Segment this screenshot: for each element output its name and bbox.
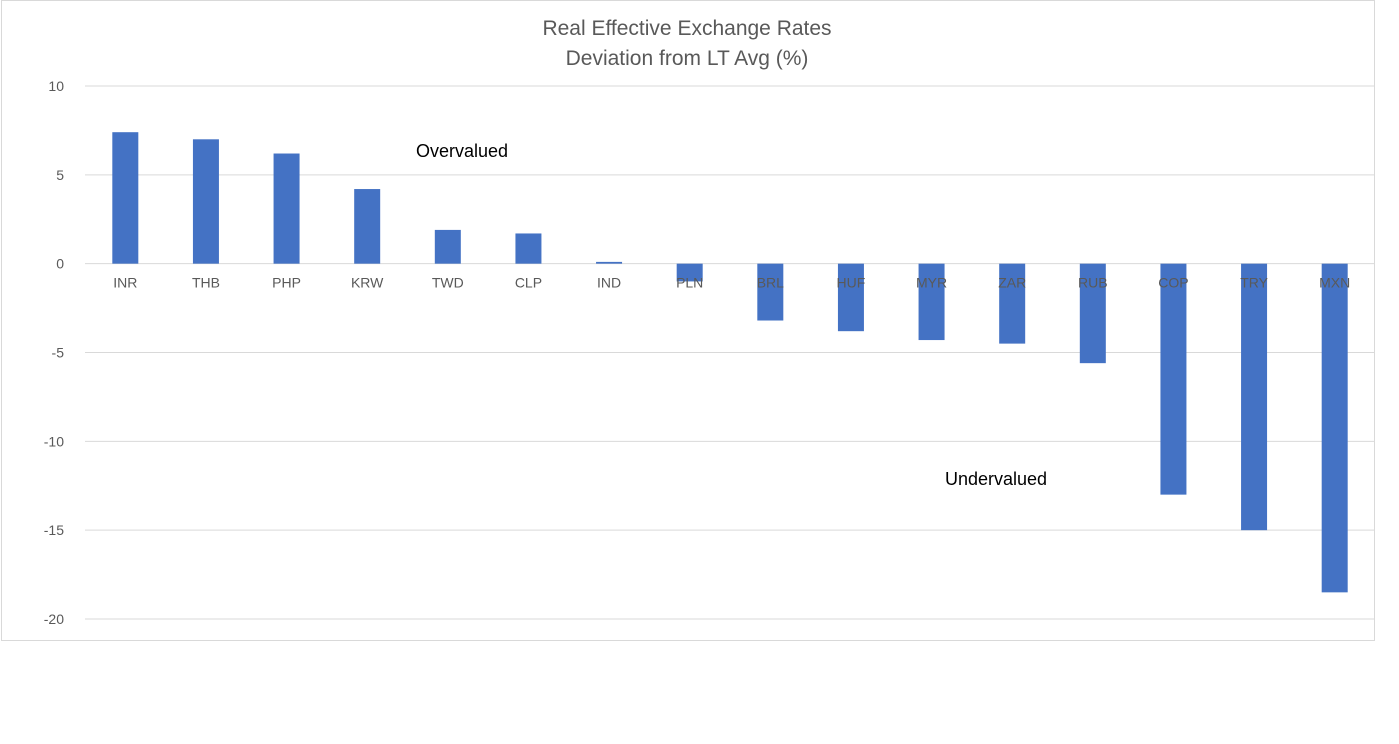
x-tick-label-twd: TWD	[432, 275, 464, 291]
x-tick-label-thb: THB	[192, 275, 220, 291]
x-tick-label-clp: CLP	[515, 275, 542, 291]
x-tick-label-ind: IND	[597, 275, 621, 291]
x-axis-ticks: INR THB PHP KRW TWD CLP IND PLN BRL HUF MYR ZAR RUB C…	[113, 275, 1350, 291]
y-tick-label: 0	[56, 256, 64, 272]
bar-huf	[837, 263, 864, 332]
bar-ind	[596, 261, 623, 264]
bar-thb	[192, 139, 219, 264]
y-tick-label: -10	[44, 433, 64, 449]
x-tick-label-php: PHP	[272, 275, 301, 291]
x-tick-label-mxn: MXN	[1319, 275, 1350, 291]
bar-inr	[112, 132, 139, 264]
bar-php	[273, 153, 300, 264]
x-tick-label-rub: RUB	[1078, 275, 1108, 291]
y-tick-label: -5	[52, 345, 65, 361]
bar-krw	[354, 189, 381, 264]
y-tick-label: 10	[48, 78, 64, 94]
bar-brl	[757, 263, 784, 321]
bar-myr	[918, 263, 945, 341]
bar-pln	[676, 263, 703, 282]
bar-rub	[1079, 263, 1106, 364]
x-tick-label-try: TRY	[1240, 275, 1268, 291]
x-tick-label-myr: MYR	[916, 275, 947, 291]
x-tick-label-brl: BRL	[757, 275, 784, 291]
x-tick-label-inr: INR	[113, 275, 137, 291]
chart-title: Real Effective Exchange Rates	[542, 17, 831, 40]
annotation-overvalued: Overvalued	[416, 141, 508, 161]
x-tick-label-pln: PLN	[676, 275, 703, 291]
y-tick-label: -20	[44, 611, 64, 627]
bars	[112, 132, 1348, 593]
y-tick-label: 5	[56, 167, 64, 183]
annotation-undervalued: Undervalued	[945, 469, 1047, 489]
gridlines	[85, 85, 1375, 620]
chart-subtitle: Deviation from LT Avg (%)	[566, 47, 809, 70]
x-tick-label-huf: HUF	[837, 275, 866, 291]
x-tick-label-zar: ZAR	[998, 275, 1026, 291]
bar-twd	[434, 229, 461, 264]
y-axis-ticks: 10 5 0 -5 -10 -15 -20	[44, 78, 64, 627]
y-tick-label: -15	[44, 522, 64, 538]
bar-clp	[515, 233, 542, 264]
bar-try	[1241, 263, 1268, 531]
chart-frame	[1, 0, 1375, 641]
bar-mxn	[1321, 263, 1348, 593]
bar-zar	[999, 263, 1026, 344]
x-tick-label-krw: KRW	[351, 275, 384, 291]
x-tick-label-cop: COP	[1158, 275, 1188, 291]
bar-cop	[1160, 263, 1187, 495]
